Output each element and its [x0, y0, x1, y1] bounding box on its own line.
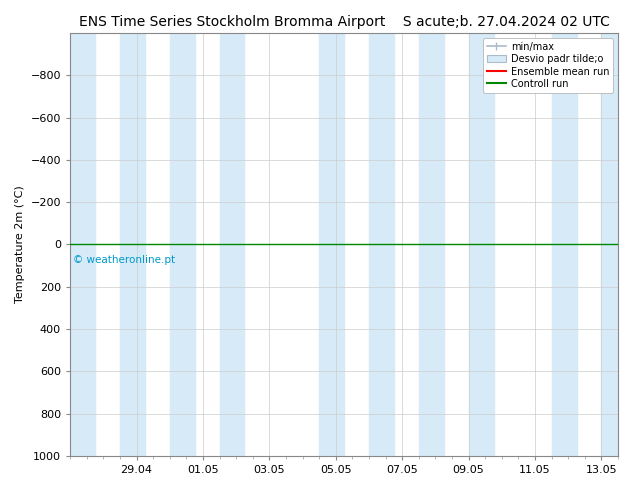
Bar	[602, 33, 618, 456]
Text: © weatheronline.pt: © weatheronline.pt	[74, 255, 176, 265]
Bar	[319, 33, 344, 456]
Y-axis label: Temperature 2m (°C): Temperature 2m (°C)	[15, 186, 25, 303]
Bar	[369, 33, 394, 456]
Bar	[70, 33, 95, 456]
Title: ENS Time Series Stockholm Bromma Airport    S acute;b. 27.04.2024 02 UTC: ENS Time Series Stockholm Bromma Airport…	[79, 15, 609, 29]
Bar	[219, 33, 245, 456]
Bar	[120, 33, 145, 456]
Bar	[469, 33, 493, 456]
Bar	[170, 33, 195, 456]
Legend: min/max, Desvio padr tilde;o, Ensemble mean run, Controll run: min/max, Desvio padr tilde;o, Ensemble m…	[482, 38, 613, 93]
Bar	[552, 33, 576, 456]
Bar	[419, 33, 444, 456]
